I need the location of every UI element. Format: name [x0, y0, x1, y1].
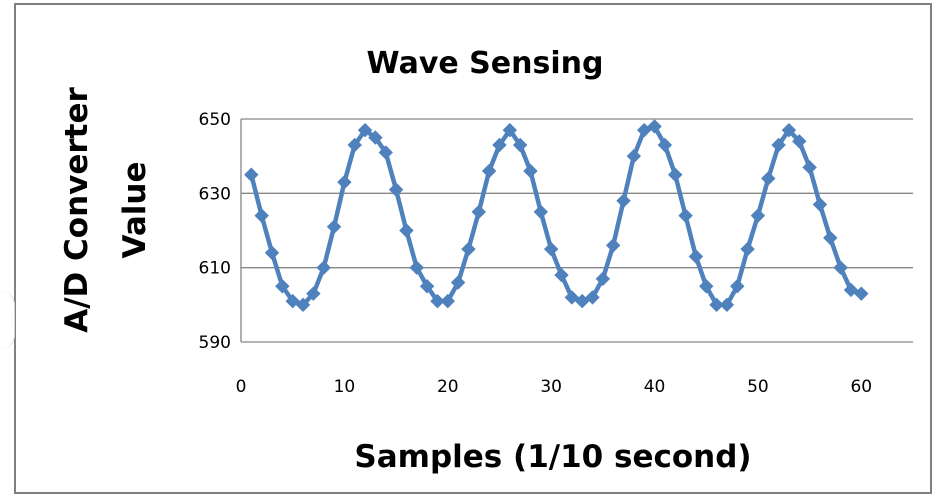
x-tick-label: 30 [540, 377, 562, 397]
data-point-marker [471, 204, 486, 220]
data-point-marker [275, 279, 290, 294]
data-point-marker [244, 167, 259, 182]
x-tick-label: 0 [236, 377, 247, 397]
data-point-marker [326, 219, 342, 234]
data-point-marker [605, 238, 621, 253]
data-point-marker [492, 137, 507, 153]
data-point-marker [306, 286, 321, 301]
data-point-marker [337, 174, 352, 190]
data-point-marker [730, 279, 745, 294]
data-point-marker [430, 293, 445, 309]
data-point-marker [678, 208, 693, 223]
data-point-marker [792, 134, 807, 149]
data-point-marker [781, 122, 797, 138]
y-tick-label: 590 [199, 333, 231, 353]
data-point-marker [554, 267, 569, 283]
y-tick-label: 610 [199, 259, 231, 279]
data-point-marker [295, 297, 311, 313]
data-point-marker [481, 163, 497, 179]
data-point-marker [616, 193, 631, 208]
data-point-marker [647, 119, 662, 134]
data-point-marker [450, 275, 466, 290]
data-point-marker [419, 279, 435, 294]
x-tick-labels: 0 10 20 30 40 50 60 [236, 377, 873, 397]
data-point-marker [626, 148, 642, 164]
data-point-marker [533, 204, 549, 220]
y-tick-label: 630 [199, 184, 231, 204]
data-point-marker [440, 293, 455, 309]
data-point-marker [854, 286, 869, 301]
data-point-marker [399, 223, 414, 238]
gridlines [241, 118, 913, 269]
y-axis-title: A/D Converter Value [59, 86, 153, 332]
data-point-marker [409, 260, 424, 275]
series-line [249, 124, 863, 308]
data-point-marker [254, 208, 269, 223]
data-point-marker [771, 137, 786, 153]
data-point-marker [378, 145, 393, 160]
data-point-marker [574, 293, 590, 309]
data-point-marker [564, 290, 580, 305]
x-tick-label: 60 [850, 377, 872, 397]
data-point-marker [368, 130, 383, 145]
x-tick-label: 10 [334, 377, 356, 397]
data-point-marker [843, 282, 859, 298]
data-point-marker [668, 167, 683, 182]
data-point-marker [740, 241, 755, 257]
data-point-marker [357, 122, 373, 138]
data-point-marker [388, 182, 404, 197]
data-point-marker [699, 279, 714, 294]
data-point-marker [543, 241, 559, 257]
data-point-marker [750, 208, 766, 223]
y-axis-title-line-2: Value [117, 162, 153, 259]
data-point-marker [512, 137, 528, 153]
axes [240, 119, 913, 343]
background-decoration [0, 290, 15, 350]
data-point-marker [802, 160, 817, 175]
data-point-marker [823, 230, 838, 246]
x-tick-label: 20 [437, 377, 459, 397]
data-point-marker [461, 241, 476, 257]
x-axis-title: Samples (1/10 second) [354, 439, 751, 475]
data-point-marker [264, 245, 280, 261]
data-point-marker [688, 249, 704, 264]
data-point-marker [595, 271, 611, 287]
data-point-marker [636, 122, 652, 138]
data-point-marker [316, 260, 331, 275]
x-tick-label: 50 [747, 377, 769, 397]
data-point-marker [585, 290, 600, 305]
y-tick-label: 650 [199, 110, 231, 130]
data-point-marker [833, 260, 848, 275]
data-point-marker [709, 297, 724, 313]
x-tick-label: 40 [644, 377, 666, 397]
series-group [244, 119, 869, 313]
data-point-marker [347, 137, 362, 153]
chart-title: Wave Sensing [367, 46, 604, 81]
data-point-marker [719, 297, 735, 313]
data-point-marker [657, 137, 673, 153]
y-tick-labels: 590 610 630 650 [199, 110, 231, 353]
data-point-marker [812, 197, 828, 212]
data-point-marker [502, 122, 518, 138]
data-point-marker [285, 293, 300, 309]
y-axis-title-line-1: A/D Converter [59, 86, 95, 332]
data-point-marker [523, 163, 538, 179]
data-point-marker [761, 171, 776, 186]
